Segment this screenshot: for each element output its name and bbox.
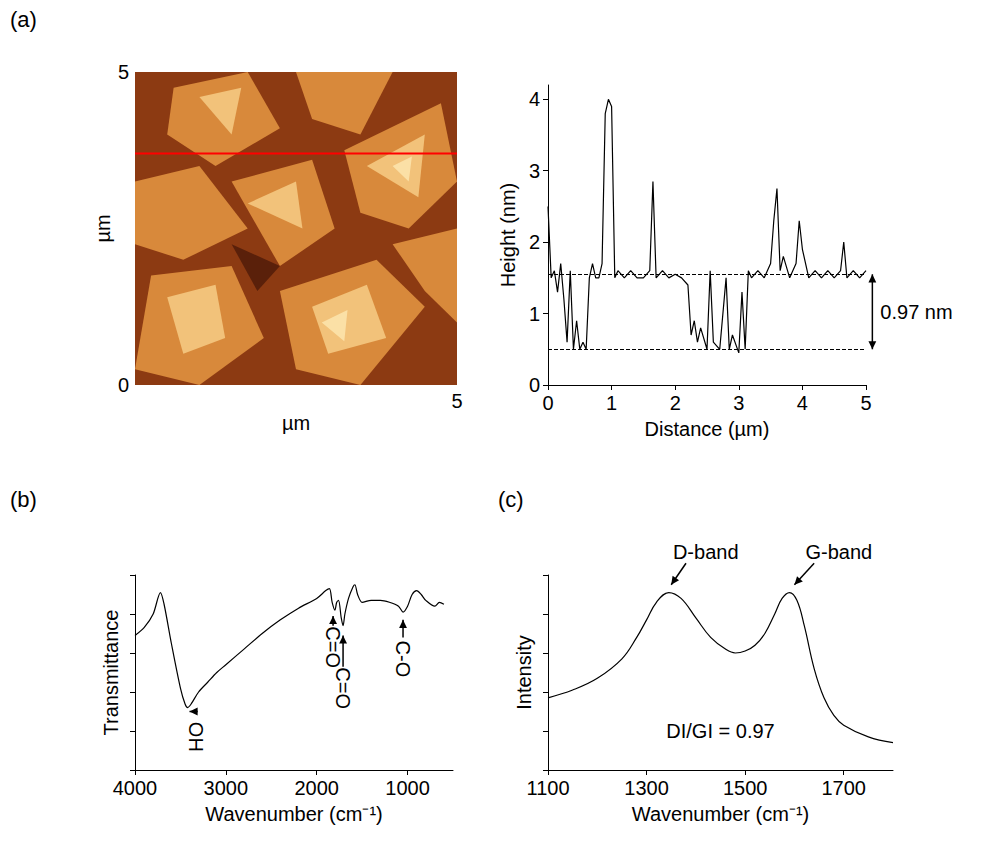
svg-text:Wavenumber (cm⁻¹): Wavenumber (cm⁻¹) (632, 803, 809, 825)
svg-text:Intensity: Intensity (513, 635, 535, 709)
svg-text:C=O: C=O (332, 667, 354, 709)
svg-text:(c): (c) (498, 487, 524, 512)
svg-text:5: 5 (860, 392, 871, 414)
svg-text:0: 0 (529, 374, 540, 396)
svg-text:4: 4 (797, 392, 808, 414)
svg-text:Distance (µm): Distance (µm) (645, 418, 770, 440)
svg-text:0: 0 (118, 374, 129, 396)
svg-text:5: 5 (451, 390, 462, 412)
svg-text:DI/GI = 0.97: DI/GI = 0.97 (666, 720, 774, 742)
svg-text:1300: 1300 (624, 777, 669, 799)
svg-text:3: 3 (733, 392, 744, 414)
svg-text:5: 5 (118, 61, 129, 83)
svg-text:D-band: D-band (673, 541, 739, 563)
svg-text:0.97 nm: 0.97 nm (880, 301, 952, 323)
svg-text:1: 1 (529, 303, 540, 325)
svg-text:Wavenumber (cm⁻¹): Wavenumber (cm⁻¹) (205, 803, 382, 825)
svg-text:Transmittance: Transmittance (100, 610, 122, 736)
svg-text:Height (nm): Height (nm) (497, 183, 519, 287)
svg-text:4000: 4000 (113, 777, 158, 799)
svg-text:OH: OH (185, 722, 207, 752)
svg-text:3000: 3000 (204, 777, 249, 799)
svg-text:3: 3 (529, 160, 540, 182)
svg-text:(a): (a) (10, 7, 37, 32)
svg-text:1100: 1100 (526, 777, 569, 799)
svg-text:2: 2 (529, 231, 540, 253)
svg-text:1000: 1000 (385, 777, 430, 799)
svg-text:G-band: G-band (805, 541, 872, 563)
svg-text:(b): (b) (10, 487, 37, 512)
svg-text:C-O: C-O (392, 641, 414, 678)
svg-text:µm: µm (282, 412, 310, 434)
svg-text:1700: 1700 (821, 777, 866, 799)
svg-text:1500: 1500 (723, 777, 768, 799)
svg-text:2000: 2000 (294, 777, 339, 799)
svg-text:4: 4 (529, 88, 540, 110)
svg-text:C=O: C=O (322, 626, 344, 668)
svg-text:2: 2 (670, 392, 681, 414)
svg-text:0: 0 (542, 392, 553, 414)
svg-text:1: 1 (606, 392, 617, 414)
svg-text:µm: µm (92, 214, 114, 242)
